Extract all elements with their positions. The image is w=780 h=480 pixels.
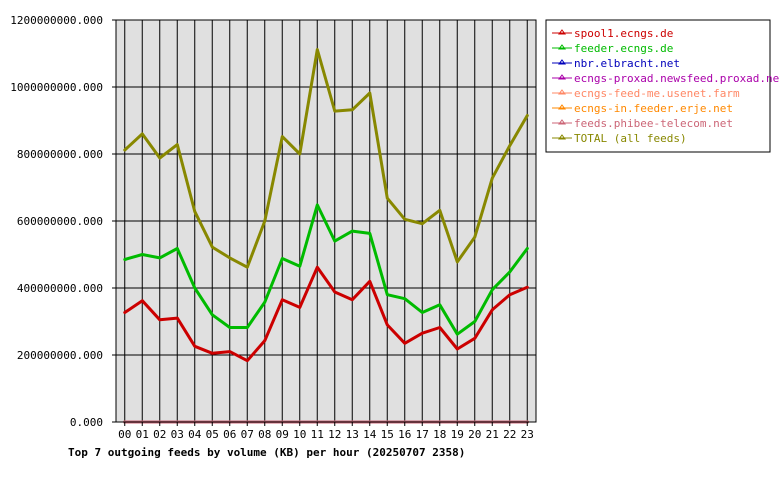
x-tick-label: 17 (416, 428, 429, 441)
x-tick-label: 13 (346, 428, 359, 441)
legend-box (545, 19, 771, 153)
x-tick-label: 10 (293, 428, 306, 441)
legend-marker-icon (558, 44, 566, 50)
legend-marker-icon (558, 29, 566, 35)
series-line-7 (123, 48, 529, 269)
y-tick-label: 1000000000.000 (10, 81, 103, 94)
y-tick-label: 800000000.000 (17, 148, 103, 161)
legend-label: ecngs-proxad.newsfeed.proxad.net (574, 72, 780, 85)
legend-marker-icon (558, 89, 566, 95)
x-tick-label: 21 (486, 428, 499, 441)
x-tick-label: 18 (433, 428, 446, 441)
legend-label: feeds.phibee-telecom.net (574, 117, 733, 130)
x-tick-label: 23 (521, 428, 534, 441)
x-tick-label: 16 (398, 428, 411, 441)
x-tick-label: 05 (206, 428, 219, 441)
legend-marker-icon (558, 104, 566, 110)
y-axis-ticks: 0.000 200000000.000 400000000.000 600000000… (10, 14, 116, 429)
legend-label: TOTAL (all feeds) (574, 132, 687, 145)
x-tick-label: 19 (451, 428, 464, 441)
x-tick-label: 04 (188, 428, 202, 441)
legend-items: spool1.ecngs.de feeder.ecngs.de nbr.elbrac… (552, 27, 780, 145)
x-tick-label: 06 (223, 428, 236, 441)
x-tick-label: 00 (118, 428, 131, 441)
legend-marker-icon (558, 134, 566, 140)
x-tick-label: 22 (503, 428, 516, 441)
x-tick-label: 12 (328, 428, 341, 441)
legend-marker-icon (558, 59, 566, 65)
x-tick-label: 07 (241, 428, 254, 441)
x-tick-label: 09 (276, 428, 289, 441)
series-line-0 (123, 265, 529, 363)
y-tick-label: 600000000.000 (17, 215, 103, 228)
legend-label: feeder.ecngs.de (574, 42, 673, 55)
legend-marker-icon (558, 119, 566, 125)
y-tick-label: 200000000.000 (17, 349, 103, 362)
legend-label: nbr.elbracht.net (574, 57, 680, 70)
x-tick-label: 11 (311, 428, 324, 441)
series-line-1 (123, 203, 529, 336)
legend-label: spool1.ecngs.de (574, 27, 673, 40)
legend-label: ecngs-feed-me.usenet.farm (574, 87, 740, 100)
legend-label: ecngs-in.feeder.erje.net (574, 102, 733, 115)
x-tick-label: 08 (258, 428, 271, 441)
x-tick-label: 20 (468, 428, 481, 441)
x-axis-ticks: 00 01 02 03 04 05 06 07 08 09 10 11 12 13 14 15 16 17 18 19… (118, 422, 534, 441)
y-tick-label: 0.000 (70, 416, 103, 429)
legend: spool1.ecngs.de feeder.ecngs.de nbr.elbrac… (545, 19, 780, 153)
y-tick-label: 1200000000.000 (10, 14, 103, 27)
x-tick-label: 03 (171, 428, 184, 441)
y-tick-label: 400000000.000 (17, 282, 103, 295)
x-tick-label: 15 (381, 428, 394, 441)
x-tick-label: 14 (363, 428, 377, 441)
grid-lines (116, 19, 536, 423)
x-tick-label: 02 (153, 428, 166, 441)
legend-marker-icon (558, 74, 566, 80)
x-tick-label: 01 (136, 428, 149, 441)
chart-title: Top 7 outgoing feeds by volume (KB) per … (68, 446, 465, 459)
